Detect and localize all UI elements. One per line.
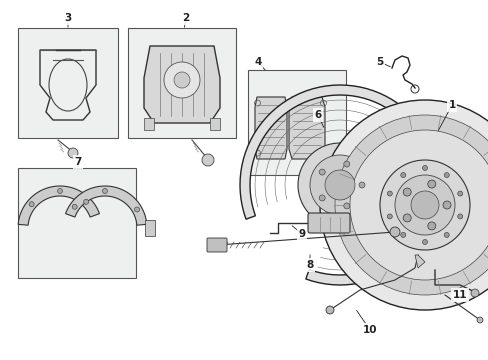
Text: 1: 1 xyxy=(447,100,455,110)
Bar xyxy=(128,28,236,138)
Text: 4: 4 xyxy=(254,57,261,67)
Circle shape xyxy=(309,155,369,215)
Polygon shape xyxy=(254,97,286,159)
Polygon shape xyxy=(18,186,99,225)
Circle shape xyxy=(394,175,454,235)
Circle shape xyxy=(83,199,88,204)
Circle shape xyxy=(379,160,469,250)
Circle shape xyxy=(102,189,107,194)
Circle shape xyxy=(457,214,462,219)
Text: 9: 9 xyxy=(298,229,305,239)
Circle shape xyxy=(358,182,364,188)
Circle shape xyxy=(470,289,478,297)
Circle shape xyxy=(410,191,438,219)
Circle shape xyxy=(442,201,450,209)
Text: 6: 6 xyxy=(314,110,321,120)
Circle shape xyxy=(400,172,405,177)
Text: 10: 10 xyxy=(362,325,376,335)
Circle shape xyxy=(58,189,62,194)
Bar xyxy=(247,70,346,175)
Circle shape xyxy=(68,148,78,158)
Text: 8: 8 xyxy=(306,260,313,270)
Circle shape xyxy=(349,130,488,280)
Circle shape xyxy=(422,166,427,171)
Circle shape xyxy=(319,100,488,310)
Circle shape xyxy=(319,169,325,175)
Bar xyxy=(18,168,136,278)
Text: 5: 5 xyxy=(376,57,383,67)
Circle shape xyxy=(174,72,190,88)
Circle shape xyxy=(400,233,405,238)
Circle shape xyxy=(343,203,349,209)
Bar xyxy=(145,220,155,236)
Polygon shape xyxy=(143,118,154,130)
Polygon shape xyxy=(65,186,146,225)
Circle shape xyxy=(334,115,488,295)
Circle shape xyxy=(325,306,333,314)
Circle shape xyxy=(29,202,34,207)
Circle shape xyxy=(343,161,349,167)
Circle shape xyxy=(422,239,427,244)
Circle shape xyxy=(403,188,410,196)
Polygon shape xyxy=(288,97,325,159)
Text: 2: 2 xyxy=(182,13,189,23)
Circle shape xyxy=(443,233,448,238)
Bar xyxy=(18,28,118,138)
Polygon shape xyxy=(209,118,220,130)
Polygon shape xyxy=(143,46,220,123)
FancyBboxPatch shape xyxy=(206,238,226,252)
Circle shape xyxy=(476,317,482,323)
Circle shape xyxy=(443,172,448,177)
Circle shape xyxy=(297,143,381,227)
Polygon shape xyxy=(414,255,424,268)
Circle shape xyxy=(134,207,139,212)
Circle shape xyxy=(319,195,325,201)
Circle shape xyxy=(202,154,214,166)
Circle shape xyxy=(386,214,391,219)
Circle shape xyxy=(427,180,435,188)
Circle shape xyxy=(457,191,462,196)
Circle shape xyxy=(163,62,200,98)
Circle shape xyxy=(72,204,77,209)
Polygon shape xyxy=(240,85,439,285)
Circle shape xyxy=(403,214,410,222)
Text: 3: 3 xyxy=(64,13,71,23)
Circle shape xyxy=(386,191,391,196)
Circle shape xyxy=(427,222,435,230)
Text: 7: 7 xyxy=(74,157,81,167)
Text: 11: 11 xyxy=(452,290,467,300)
FancyBboxPatch shape xyxy=(307,213,349,233)
Circle shape xyxy=(389,227,399,237)
Circle shape xyxy=(325,170,354,200)
